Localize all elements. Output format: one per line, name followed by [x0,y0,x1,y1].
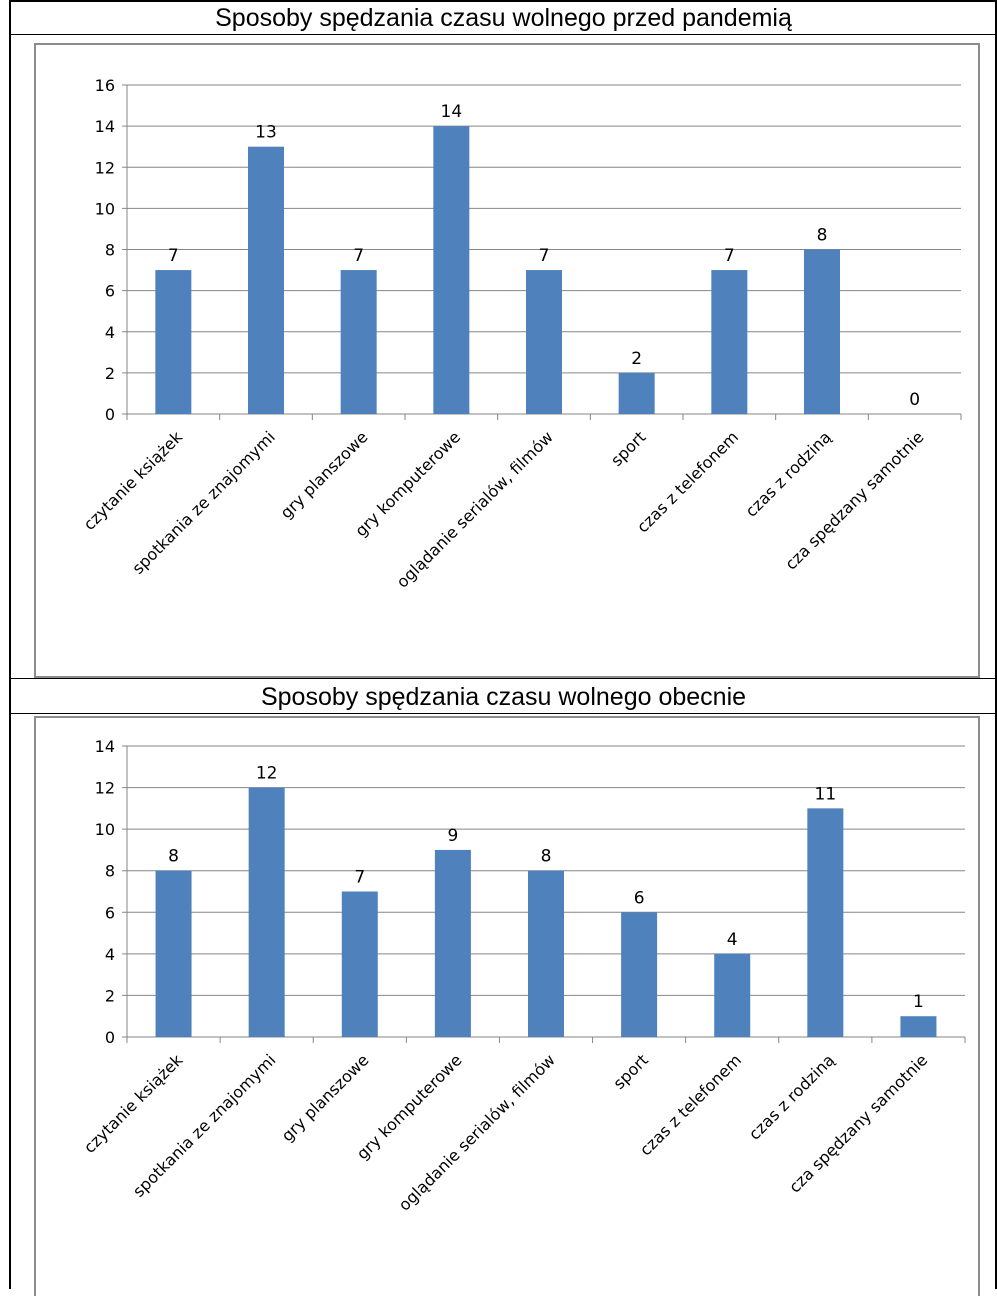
y-tick-label: 2 [105,364,115,383]
y-tick-label: 8 [105,241,115,260]
data-label: 7 [168,246,179,266]
bar [804,249,840,414]
bar [711,270,748,414]
y-tick-label: 6 [105,903,115,922]
data-label: 14 [441,102,463,122]
data-label: 7 [353,246,364,266]
bar [155,270,192,414]
data-label: 1 [913,992,924,1012]
category-label: gry planszowe [277,427,372,522]
category-label: czytanie książek [80,1050,187,1157]
y-tick-label: 10 [95,199,115,218]
table-border-left [9,0,11,1289]
table-border-top [9,0,997,2]
table-border-right [995,0,997,1289]
bar [528,870,564,1037]
y-tick-label: 8 [105,862,115,881]
category-label: czas z rodziną [745,1050,838,1143]
y-tick-label: 10 [95,820,115,839]
category-label: oglądanie serialów, filmów [395,1050,559,1214]
bar [900,1016,937,1037]
category-label: gry planszowe [278,1050,373,1145]
data-label: 6 [634,888,645,908]
y-tick-label: 4 [105,945,115,964]
y-tick-label: 12 [95,779,115,798]
data-label: 4 [727,930,738,950]
category-label: czas z telefonem [633,427,742,536]
chart-title-before-pandemic: Sposoby spędzania czasu wolnego przed pa… [215,4,792,32]
bar [248,787,285,1037]
y-tick-label: 12 [95,158,115,177]
category-label: oglądanie serialów, filmów [393,427,557,591]
data-label: 0 [909,390,920,410]
category-label: sport [607,427,650,470]
data-label: 7 [354,868,365,888]
data-label: 8 [817,226,828,246]
y-tick-label: 16 [95,76,115,95]
bar [433,126,470,414]
data-label: 8 [168,847,179,867]
bar [155,870,192,1037]
y-tick-label: 14 [95,737,115,756]
table-row-divider [9,34,997,35]
table-row-divider [9,678,997,679]
category-label: czas z telefonem [636,1050,745,1159]
data-label: 12 [256,764,278,784]
bar [618,372,655,414]
data-label: 11 [815,784,837,804]
bar [807,808,844,1037]
table-row-divider [9,713,997,714]
y-tick-label: 14 [95,117,115,136]
data-label: 7 [539,246,550,266]
bar [434,849,471,1037]
y-tick-label: 2 [105,986,115,1005]
chart-title-now: Sposoby spędzania czasu wolnego obecnie [260,683,747,711]
category-label: sport [609,1050,652,1093]
data-label: 13 [255,123,277,143]
bar [526,270,562,414]
y-tick-label: 0 [105,1028,115,1047]
category-label: czytanie książek [80,427,187,534]
bar [621,912,658,1037]
data-label: 2 [631,349,642,369]
y-tick-label: 6 [105,282,115,301]
bar [248,146,284,414]
data-label: 9 [447,826,458,846]
chart-frame-before-pandemic: 0 2 4 6 8 10 12 14 16 7 czytanie książek 13 spotkani… [34,43,980,678]
y-tick-label: 0 [105,405,115,424]
chart-frame-now: 0 2 4 6 8 10 12 14 8 czytanie książek 12 spotkania … [34,716,980,1296]
y-tick-label: 4 [105,323,115,342]
category-label: czas z rodziną [742,427,835,520]
data-label: 8 [541,847,552,867]
bar [714,953,751,1037]
data-label: 7 [724,246,735,266]
bar [341,891,378,1037]
bar [340,270,377,414]
